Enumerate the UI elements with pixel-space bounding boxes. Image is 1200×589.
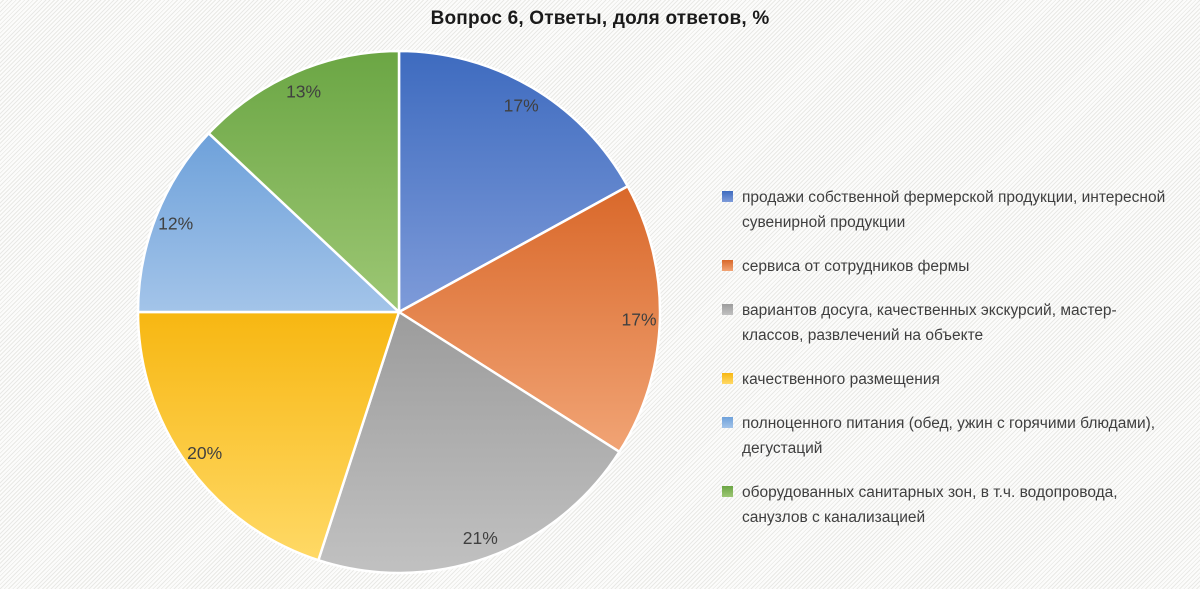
pie-slice-label: 21% xyxy=(463,528,498,548)
pie-slice xyxy=(397,185,662,454)
legend-item-label: качественного размещения xyxy=(742,371,940,388)
chart-legend: продажи собственной фермерской продукции… xyxy=(722,185,1178,549)
chart-title: Вопрос 6, Ответы, доля ответов, % xyxy=(430,8,770,29)
legend-item: вариантов досуга, качественных экскурсий… xyxy=(722,298,1178,348)
legend-item-label: вариантов досуга, качественных экскурсий… xyxy=(742,302,1117,344)
legend-swatch xyxy=(722,486,733,497)
pie-slice xyxy=(207,49,401,314)
legend-item-label: полноценного питания (обед, ужин с горяч… xyxy=(742,415,1156,457)
legend-item-label: оборудованных санитарных зон, в т.ч. вод… xyxy=(742,484,1118,526)
legend-swatch xyxy=(722,304,733,315)
pie-slice-label: 12% xyxy=(158,214,193,234)
legend-item-label: сервиса от сотрудников фермы xyxy=(742,258,970,275)
pie-chart: 17% 17% 21% 20% 12% 13% xyxy=(136,49,662,575)
pie-slice xyxy=(397,49,629,314)
legend-swatch xyxy=(722,191,733,202)
pie-slice xyxy=(136,310,401,562)
legend-item: продажи собственной фермерской продукции… xyxy=(722,185,1178,235)
legend-item: сервиса от сотрудников фермы xyxy=(722,254,1178,279)
legend-swatch xyxy=(722,373,733,384)
pie-slice xyxy=(136,132,401,314)
legend-swatch xyxy=(722,417,733,428)
legend-item: оборудованных санитарных зон, в т.ч. вод… xyxy=(722,480,1178,530)
pie-slice-label: 17% xyxy=(621,310,656,330)
pie-slice-label: 17% xyxy=(504,95,539,115)
pie-slice xyxy=(317,310,621,575)
legend-item: полноценного питания (обед, ужин с горяч… xyxy=(722,411,1178,461)
legend-item: качественного размещения xyxy=(722,367,1178,392)
legend-swatch xyxy=(722,260,733,271)
pie-slice-label: 13% xyxy=(286,82,321,102)
legend-item-label: продажи собственной фермерской продукции… xyxy=(742,189,1166,231)
pie-slice-label: 20% xyxy=(187,443,222,463)
